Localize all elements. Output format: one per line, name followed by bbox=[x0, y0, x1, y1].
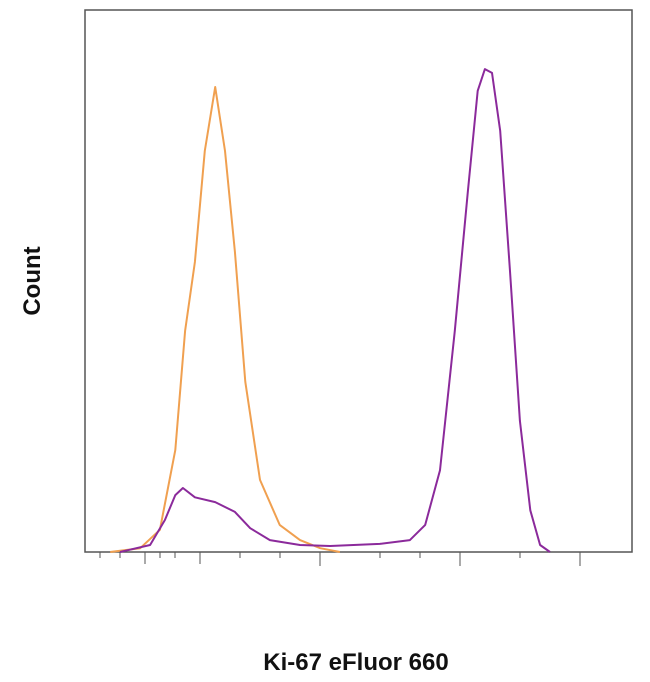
histogram-line bbox=[119, 68, 551, 553]
y-axis-label: Count bbox=[19, 246, 46, 315]
plot-frame bbox=[84, 9, 633, 553]
axis-ticks bbox=[99, 552, 581, 566]
x-axis-label: Ki-67 eFluor 660 bbox=[263, 649, 448, 676]
histogram-line bbox=[110, 86, 341, 553]
